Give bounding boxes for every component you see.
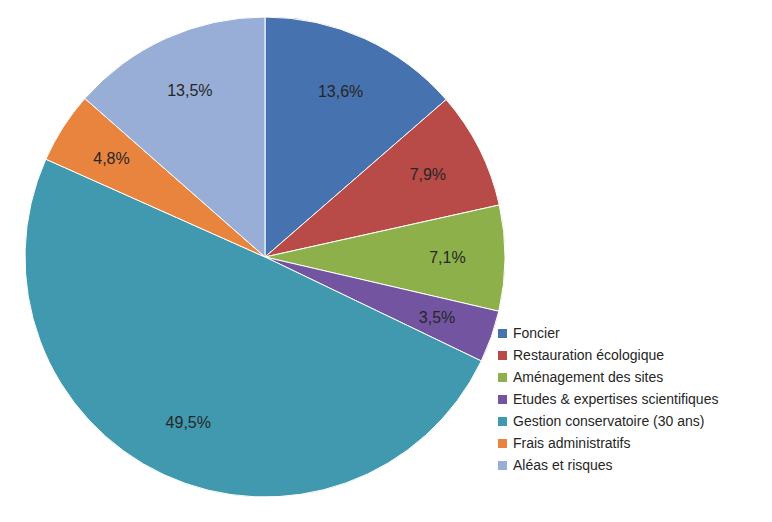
html-text:Restauration écologique: Restauration écologique	[513, 347, 664, 363]
svg-text:13,6%: 13,6%	[318, 83, 363, 100]
html-text:Aléas et risques: Aléas et risques	[513, 457, 613, 473]
svg-text:3,5%: 3,5%	[419, 309, 455, 326]
html-text:Etudes & expertises scientifiq: Etudes & expertises scientifiques	[513, 391, 719, 407]
svg-text:13,5%: 13,5%	[167, 82, 212, 99]
html-text:Foncier: Foncier	[513, 325, 560, 341]
svg-text:4,8%: 4,8%	[93, 150, 129, 167]
html-text:Gestion conservatoire (30 ans): Gestion conservatoire (30 ans)	[513, 413, 705, 429]
html-text:Frais administratifs: Frais administratifs	[513, 435, 631, 451]
html-text:Aménagement des sites: Aménagement des sites	[513, 369, 664, 385]
svg-text:7,1%: 7,1%	[429, 249, 465, 266]
svg-text:7,9%: 7,9%	[410, 166, 446, 183]
svg-text:49,5%: 49,5%	[166, 414, 211, 431]
